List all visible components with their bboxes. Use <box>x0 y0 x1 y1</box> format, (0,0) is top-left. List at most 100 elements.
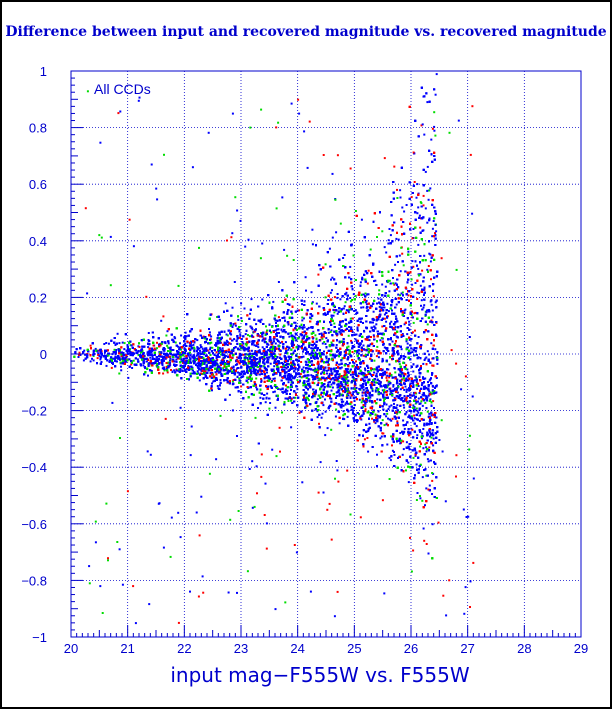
data-point <box>218 355 221 358</box>
data-point <box>323 341 326 343</box>
data-point <box>399 397 402 400</box>
data-point <box>327 331 330 334</box>
data-point <box>387 368 390 371</box>
data-point <box>431 309 434 312</box>
data-point <box>385 415 388 418</box>
data-point <box>200 363 203 366</box>
data-point <box>310 343 313 346</box>
data-point <box>422 362 425 365</box>
data-point <box>351 317 354 320</box>
data-point <box>369 248 372 251</box>
data-point <box>298 336 301 339</box>
data-point <box>166 364 169 367</box>
data-point <box>431 432 434 435</box>
data-point <box>256 340 259 343</box>
data-point <box>369 412 372 415</box>
data-point <box>421 404 424 407</box>
data-point <box>248 335 251 338</box>
data-point <box>313 382 316 385</box>
data-point <box>173 369 176 372</box>
data-point <box>349 300 352 303</box>
data-point <box>434 232 436 235</box>
data-point <box>426 458 429 461</box>
data-point <box>324 314 327 316</box>
data-point <box>338 330 341 333</box>
data-point <box>281 340 284 343</box>
data-point <box>344 391 346 394</box>
data-point <box>169 359 171 362</box>
data-point <box>249 312 252 315</box>
data-point <box>364 367 366 370</box>
data-point <box>94 347 97 350</box>
data-point <box>301 303 303 306</box>
data-point <box>416 291 419 294</box>
data-point <box>316 410 319 413</box>
data-point <box>423 254 426 257</box>
data-point <box>387 242 390 245</box>
data-point <box>354 309 357 312</box>
data-point <box>301 338 304 341</box>
data-point <box>240 357 243 359</box>
data-point <box>412 321 415 324</box>
data-point <box>384 285 387 288</box>
data-point <box>326 427 329 430</box>
data-point <box>425 356 428 359</box>
data-point <box>128 358 131 361</box>
data-point <box>392 384 395 386</box>
data-point <box>391 444 393 447</box>
data-point <box>429 260 432 263</box>
data-point <box>409 382 412 385</box>
data-point <box>169 357 172 360</box>
data-point <box>385 320 388 323</box>
data-point <box>287 381 290 384</box>
data-point <box>320 385 323 388</box>
data-point <box>432 444 435 447</box>
data-point <box>412 394 415 397</box>
data-point <box>179 342 181 345</box>
data-point <box>356 368 359 371</box>
data-point <box>207 367 209 370</box>
data-point <box>273 337 276 340</box>
data-point <box>130 363 133 366</box>
data-point <box>301 331 304 334</box>
data-point <box>424 357 427 360</box>
data-point <box>353 413 356 416</box>
data-point <box>402 355 405 357</box>
data-point <box>361 391 364 394</box>
data-point <box>402 264 405 267</box>
data-point <box>412 456 415 459</box>
data-point <box>434 348 437 351</box>
data-point <box>407 430 410 433</box>
data-point <box>255 364 258 367</box>
data-point <box>277 328 280 331</box>
data-point <box>324 263 327 266</box>
data-point <box>397 293 400 296</box>
data-point <box>419 226 422 229</box>
data-point <box>357 352 360 355</box>
data-point <box>419 445 422 448</box>
data-point <box>121 341 124 344</box>
data-point <box>209 346 212 349</box>
data-point <box>412 391 415 394</box>
data-point <box>288 357 291 360</box>
data-point <box>254 365 257 368</box>
data-point <box>104 351 106 354</box>
data-point <box>191 355 194 358</box>
data-point <box>422 447 425 450</box>
data-point <box>400 308 402 310</box>
data-point <box>237 318 240 321</box>
data-point <box>431 235 434 238</box>
data-point <box>226 334 229 337</box>
data-point <box>424 401 427 404</box>
data-point <box>415 499 418 501</box>
data-point <box>404 355 407 358</box>
data-point <box>370 400 373 402</box>
data-point <box>364 369 367 372</box>
data-point <box>293 365 296 368</box>
data-point <box>412 228 415 230</box>
data-point <box>405 441 408 444</box>
data-point <box>429 253 432 256</box>
data-point <box>185 368 188 370</box>
data-point <box>357 343 360 346</box>
data-point <box>390 435 393 438</box>
